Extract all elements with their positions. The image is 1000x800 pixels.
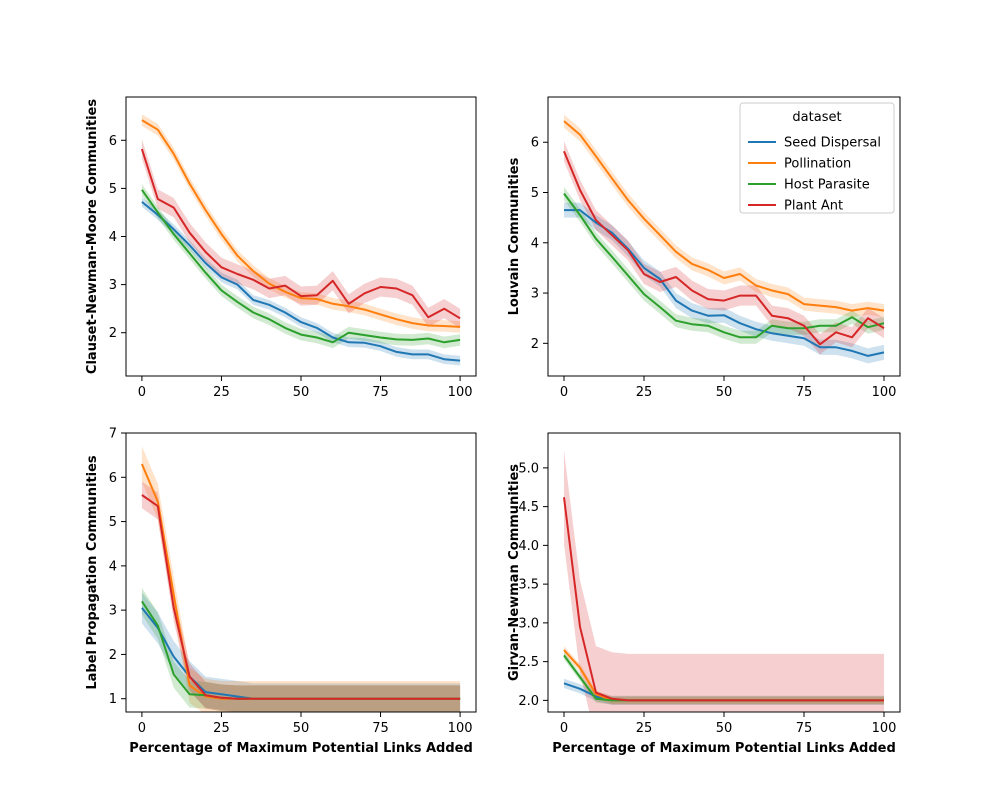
y-axis-label: Girvan-Newman Communities	[507, 464, 522, 681]
y-axis-label: Label Propagation Communities	[85, 455, 100, 690]
legend-entry-seed-dispersal: Seed Dispersal	[784, 136, 881, 151]
legend-entry-pollination: Pollination	[784, 157, 851, 172]
band-pollination	[564, 646, 884, 705]
y-tick-label: 5	[109, 182, 117, 197]
y-tick-label: 4	[109, 559, 117, 574]
x-tick-label: 75	[796, 385, 813, 400]
panel-top-left: 0 25 50 75 100 2 3 4 5 6 Clauset-Newman-Moore Comm…	[85, 96, 477, 400]
x-tick-label: 100	[448, 721, 473, 736]
x-tick-label: 50	[293, 721, 310, 736]
plot-area	[563, 114, 885, 364]
series-line-seed-dispersal	[564, 209, 885, 357]
band-pollination	[564, 114, 884, 318]
x-tick-label: 100	[872, 721, 897, 736]
y-tick-label: 4.5	[518, 500, 539, 515]
y-tick-label: 6	[109, 471, 117, 486]
y-tick-label: 5	[109, 515, 117, 530]
x-axis-label: Percentage of Maximum Potential Links Ad…	[552, 741, 896, 756]
y-tick-label: 2	[531, 337, 539, 352]
x-tick-label: 25	[213, 721, 230, 736]
x-tick-label: 75	[796, 721, 813, 736]
y-tick-label: 3.5	[518, 578, 539, 593]
y-tick-label: 3	[109, 278, 117, 293]
series-line-pollination	[563, 120, 885, 312]
y-tick-label: 2.0	[518, 694, 539, 709]
band-plant-ant	[141, 481, 461, 712]
x-tick-label: 25	[213, 385, 230, 400]
y-tick-label: 3	[531, 287, 539, 302]
y-tick-label: 6	[531, 136, 539, 151]
x-tick-label: 75	[372, 721, 389, 736]
y-tick-label: 2.5	[518, 655, 539, 670]
x-tick-label: 50	[716, 721, 733, 736]
series-line-host-parasite	[141, 189, 461, 344]
x-tick-label: 0	[560, 385, 568, 400]
series-line-plant-ant	[563, 150, 885, 346]
series-line-plant-ant	[563, 497, 884, 702]
y-tick-label: 3	[109, 604, 117, 619]
x-tick-label: 25	[636, 721, 653, 736]
series-line-pollination	[141, 119, 461, 328]
y-tick-label: 7	[109, 427, 117, 442]
x-tick-label: 50	[293, 385, 310, 400]
legend-title: dataset	[792, 110, 841, 125]
legend: dataset Seed Dispersal Pollination Host Par…	[739, 102, 895, 214]
legend-box	[739, 102, 895, 214]
x-tick-label: 75	[372, 385, 389, 400]
x-axis-label: Percentage of Maximum Potential Links Ad…	[129, 741, 473, 756]
legend-entry-plant-ant: Plant Ant	[784, 199, 843, 214]
x-tick-label: 25	[636, 385, 653, 400]
y-tick-label: 5	[531, 186, 539, 201]
y-tick-label: 4	[109, 230, 117, 245]
series-line-host-parasite	[563, 192, 885, 339]
y-axis-label: Clauset-Newman-Moore Communities	[85, 99, 100, 374]
x-tick-label: 100	[448, 385, 473, 400]
band-plant-ant	[141, 139, 461, 328]
band-pollination	[141, 446, 461, 712]
band-seed-dispersal	[564, 678, 884, 705]
panel-bottom-right: 0 25 50 75 100 2.0 2.5 3.0 3.5 4.0 4.5 5.0Girvan-Ne…	[507, 432, 901, 756]
x-tick-label: 50	[716, 385, 733, 400]
panel-bottom-left: 0 25 50 75 100 1 2 3 4 5 6 7 Label Propagation Commu…	[85, 427, 477, 756]
plot-area	[140, 446, 461, 712]
band-plant-ant	[564, 450, 884, 712]
x-tick-label: 0	[138, 721, 146, 736]
y-axis-label: Louvain Communities	[507, 157, 522, 315]
legend-entry-host-parasite: Host Parasite	[784, 178, 870, 193]
y-tick-label: 5.0	[518, 461, 539, 476]
y-tick-label: 4.0	[518, 539, 539, 554]
series-line-plant-ant	[140, 148, 461, 320]
plot-area	[563, 450, 884, 712]
y-tick-label: 3.0	[518, 616, 539, 631]
plot-area	[140, 114, 461, 366]
series-line-seed-dispersal	[141, 201, 461, 362]
x-tick-label: 0	[560, 721, 568, 736]
y-tick-label: 4	[531, 236, 539, 251]
panel-top-right: 0 25 50 75 100 2 3 4 5 6 Louvain Communities datase…	[507, 96, 901, 400]
y-tick-label: 6	[109, 134, 117, 149]
series-line-plant-ant	[141, 494, 461, 700]
band-seed-dispersal	[141, 592, 461, 712]
x-tick-label: 0	[138, 385, 146, 400]
y-tick-label: 1	[109, 692, 117, 707]
y-tick-label: 2	[109, 648, 117, 663]
x-tick-label: 100	[872, 385, 897, 400]
y-tick-label: 2	[109, 326, 117, 341]
